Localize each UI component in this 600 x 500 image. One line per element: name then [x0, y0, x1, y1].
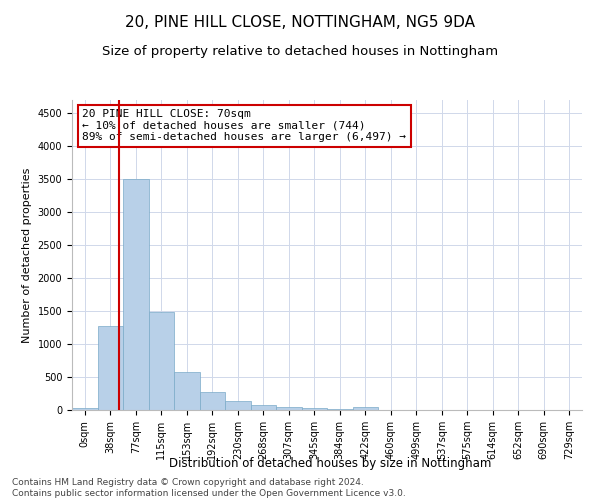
- Bar: [199, 392, 225, 410]
- Bar: [149, 312, 174, 410]
- Bar: [353, 408, 378, 410]
- Text: Size of property relative to detached houses in Nottingham: Size of property relative to detached ho…: [102, 45, 498, 58]
- Bar: [327, 408, 353, 410]
- Y-axis label: Number of detached properties: Number of detached properties: [22, 168, 32, 342]
- Bar: [302, 408, 327, 410]
- Bar: [276, 407, 302, 410]
- Bar: [251, 405, 276, 410]
- Text: 20 PINE HILL CLOSE: 70sqm
← 10% of detached houses are smaller (744)
89% of semi: 20 PINE HILL CLOSE: 70sqm ← 10% of detac…: [82, 110, 406, 142]
- Bar: [72, 408, 97, 410]
- Bar: [97, 326, 123, 410]
- Text: 20, PINE HILL CLOSE, NOTTINGHAM, NG5 9DA: 20, PINE HILL CLOSE, NOTTINGHAM, NG5 9DA: [125, 15, 475, 30]
- Bar: [174, 372, 199, 410]
- Bar: [123, 179, 149, 410]
- Text: Contains HM Land Registry data © Crown copyright and database right 2024.
Contai: Contains HM Land Registry data © Crown c…: [12, 478, 406, 498]
- Bar: [225, 402, 251, 410]
- Text: Distribution of detached houses by size in Nottingham: Distribution of detached houses by size …: [169, 458, 491, 470]
